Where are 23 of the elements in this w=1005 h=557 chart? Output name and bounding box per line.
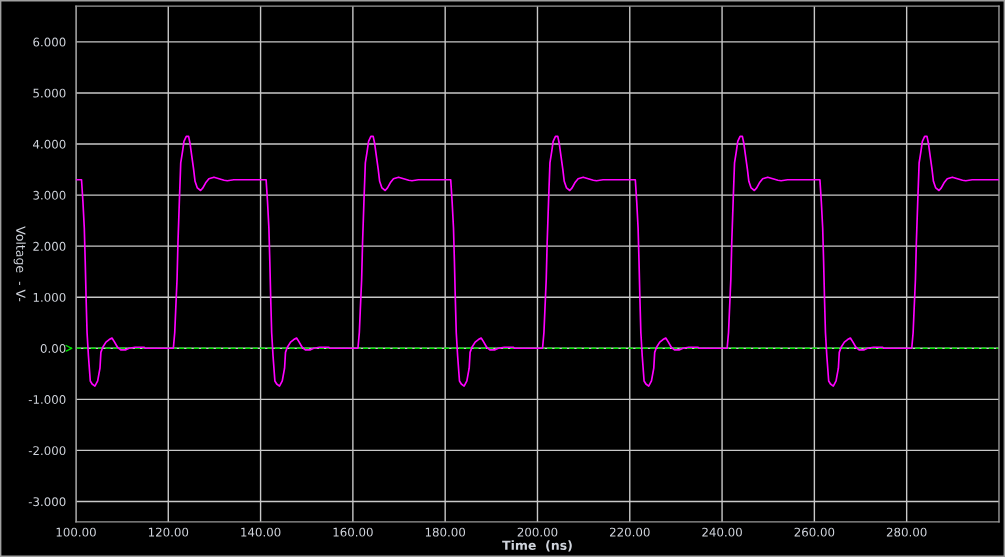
y-tick-label: 1.000 — [33, 292, 66, 302]
y-tick-label: -1.000 — [28, 395, 66, 404]
x-axis-title: Time (ns) — [502, 540, 572, 552]
x-tick-label: 100.00 — [56, 527, 96, 537]
y-tick-label: -2.000 — [28, 446, 66, 456]
y-tick-label: 5.000 — [33, 88, 66, 98]
x-tick-label: 180.00 — [425, 527, 466, 537]
x-tick-label: 120.00 — [148, 527, 189, 537]
y-tick-label: 4.000 — [33, 139, 66, 149]
y-tick-label: 0.00 — [40, 344, 66, 353]
x-tick-label: 240.00 — [702, 527, 742, 537]
line-series — [75, 135, 999, 387]
y-tick-label: 3.000 — [33, 190, 66, 200]
x-tick-label: 200.00 — [517, 527, 558, 537]
y-axis-title: Voltage - V- — [13, 226, 26, 302]
y-tick-label: 6.000 — [33, 37, 66, 47]
x-tick-label: 160.00 — [333, 527, 373, 537]
x-tick-label: 280.00 — [886, 527, 927, 537]
y-tick-label: 2.000 — [33, 241, 66, 251]
x-tick-label: 260.00 — [794, 527, 835, 537]
x-tick-label: 140.00 — [241, 527, 281, 537]
y-tick-label: -3.000 — [28, 497, 66, 507]
x-tick-label: 220.00 — [609, 527, 650, 537]
